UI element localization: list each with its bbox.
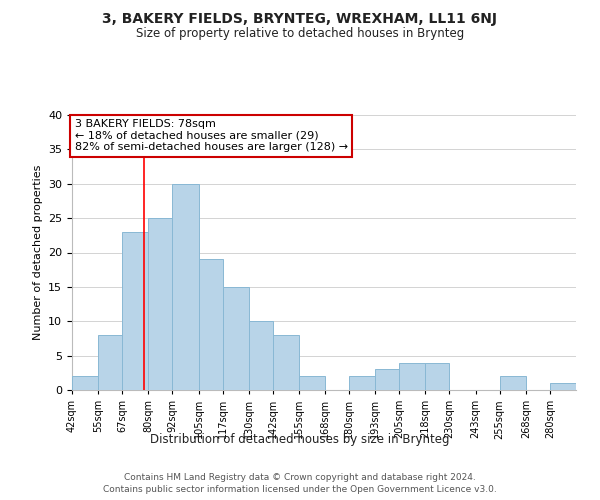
Text: Size of property relative to detached houses in Brynteg: Size of property relative to detached ho… [136,28,464,40]
Bar [72,376,98,390]
Bar [273,335,299,390]
Bar [425,362,449,390]
Text: Distribution of detached houses by size in Brynteg: Distribution of detached houses by size … [150,432,450,446]
Text: 3 BAKERY FIELDS: 78sqm
← 18% of detached houses are smaller (29)
82% of semi-det: 3 BAKERY FIELDS: 78sqm ← 18% of detached… [74,119,347,152]
Text: Contains HM Land Registry data © Crown copyright and database right 2024.: Contains HM Land Registry data © Crown c… [124,472,476,482]
Bar [172,184,199,390]
Bar [249,322,273,390]
Bar [399,362,425,390]
Text: Contains public sector information licensed under the Open Government Licence v3: Contains public sector information licen… [103,485,497,494]
Bar [349,376,375,390]
Bar [375,370,399,390]
Bar [148,218,172,390]
Text: 3, BAKERY FIELDS, BRYNTEG, WREXHAM, LL11 6NJ: 3, BAKERY FIELDS, BRYNTEG, WREXHAM, LL11… [103,12,497,26]
Bar [223,287,249,390]
Y-axis label: Number of detached properties: Number of detached properties [32,165,43,340]
Bar [199,260,223,390]
Bar [122,232,148,390]
Bar [500,376,526,390]
Bar [98,335,122,390]
Bar [550,383,576,390]
Bar [299,376,325,390]
